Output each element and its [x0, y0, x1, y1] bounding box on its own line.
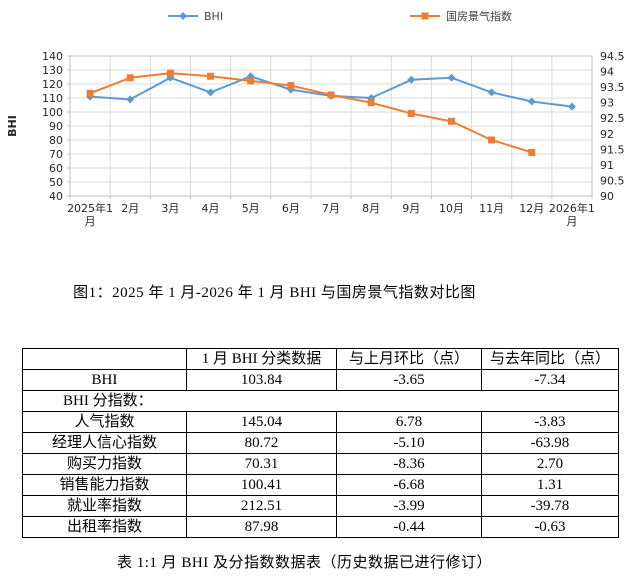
svg-text:40: 40 [49, 190, 63, 203]
cell-value: -63.98 [480, 432, 620, 454]
table-row-bhi: BHI 103.84 -3.65 -7.34 [22, 369, 620, 391]
cell-value: -3.65 [336, 369, 482, 391]
cell-value: 212.51 [185, 495, 338, 517]
cell-value: -39.78 [480, 495, 620, 517]
svg-text:93: 93 [600, 97, 614, 110]
svg-text:10月: 10月 [439, 202, 464, 215]
svg-text:91: 91 [600, 159, 614, 172]
row-label: BHI 分指数： [22, 390, 619, 412]
cell-value: 2.70 [480, 453, 620, 475]
header-yoy-change: 与去年同比（点） [480, 348, 620, 370]
cell-value: 1.31 [480, 474, 620, 496]
row-label: 出租率指数 [22, 516, 187, 538]
gridlines [69, 55, 593, 199]
svg-text:11月: 11月 [479, 202, 504, 215]
svg-text:9月: 9月 [402, 202, 420, 215]
svg-text:50: 50 [49, 176, 63, 189]
row-label: 购买力指数 [22, 453, 187, 475]
cell-value: 100.41 [185, 474, 338, 496]
svg-text:120: 120 [42, 78, 63, 91]
svg-text:60: 60 [49, 162, 63, 175]
header-mom-change: 与上月环比（点） [336, 348, 482, 370]
y-axis-title: BHI [6, 115, 19, 137]
table-row-subindex-heading: BHI 分指数： [22, 390, 619, 412]
svg-text:7月: 7月 [322, 202, 340, 215]
legend-item-国房景气指数: 国房景气指数 [410, 9, 512, 23]
cell-value: -7.34 [480, 369, 620, 391]
table-header-row: 1 月 BHI 分类数据 与上月环比（点） 与去年同比（点） [22, 348, 620, 370]
svg-text:70: 70 [49, 148, 63, 161]
row-label: 销售能力指数 [22, 474, 187, 496]
cell-value: -0.63 [480, 516, 620, 538]
cell-value: -3.99 [336, 495, 482, 517]
cell-value: 80.72 [185, 432, 338, 454]
chart-legend: BHI 国房景气指数 [168, 9, 512, 23]
svg-text:4月: 4月 [202, 202, 220, 215]
header-january-data: 1 月 BHI 分类数据 [185, 348, 338, 370]
header-empty-cell [22, 348, 187, 370]
cell-value: 145.04 [185, 411, 338, 433]
cell-value: 6.78 [336, 411, 482, 433]
svg-text:8月: 8月 [362, 202, 380, 215]
svg-text:94: 94 [600, 66, 614, 79]
row-label: 人气指数 [22, 411, 187, 433]
cell-value: 87.98 [185, 516, 338, 538]
svg-text:110: 110 [42, 92, 63, 105]
svg-text:130: 130 [42, 64, 63, 77]
svg-text:国房景气指数: 国房景气指数 [446, 9, 512, 23]
svg-text:93.5: 93.5 [600, 81, 625, 94]
chart-area: 140 130 120 110 100 90 80 70 60 50 40 94.5 94 93.5 93 9… [0, 0, 641, 235]
row-label: BHI [22, 369, 187, 391]
svg-text:100: 100 [42, 106, 63, 119]
svg-text:5月: 5月 [242, 202, 260, 215]
table-row-employment-rate: 就业率指数 212.51 -3.99 -39.78 [22, 495, 620, 517]
svg-text:3月: 3月 [161, 202, 179, 215]
cell-value: -3.83 [480, 411, 620, 433]
svg-text:90: 90 [49, 120, 63, 133]
svg-text:92: 92 [600, 128, 614, 141]
svg-text:12月: 12月 [519, 202, 544, 215]
series-国房景气指数 [86, 69, 536, 156]
svg-text:2月: 2月 [121, 202, 139, 215]
table-row-purchasing-power: 购买力指数 70.31 -8.36 2.70 [22, 453, 620, 475]
table-row-sales-capacity: 销售能力指数 100.41 -6.68 1.31 [22, 474, 620, 496]
cell-value: -6.68 [336, 474, 482, 496]
svg-text:94.5: 94.5 [600, 50, 625, 63]
cell-value: -8.36 [336, 453, 482, 475]
row-label: 经理人信心指数 [22, 432, 187, 454]
table-row-rental-rate: 出租率指数 87.98 -0.44 -0.63 [22, 516, 620, 538]
cell-value: 103.84 [185, 369, 338, 391]
legend-item-BHI: BHI [168, 10, 223, 23]
bhi-data-table: 1 月 BHI 分类数据 与上月环比（点） 与去年同比（点） BHI 103.8… [22, 348, 620, 538]
cell-value: -0.44 [336, 516, 482, 538]
svg-text:90: 90 [600, 190, 614, 203]
svg-text:90.5: 90.5 [600, 174, 625, 187]
svg-text:6月: 6月 [282, 202, 300, 215]
svg-text:91.5: 91.5 [600, 143, 625, 156]
svg-text:BHI: BHI [204, 10, 223, 23]
bhi-vs-prosperity-index-line-chart: 14013012011010090807060504094.59493.5939… [6, 9, 625, 228]
svg-text:80: 80 [49, 134, 63, 147]
svg-text:92.5: 92.5 [600, 112, 625, 125]
figure-caption: 图1：2025 年 1 月-2026 年 1 月 BHI 与国房景气指数对比图 [73, 285, 476, 301]
row-label: 就业率指数 [22, 495, 187, 517]
table-row-popularity: 人气指数 145.04 6.78 -3.83 [22, 411, 620, 433]
cell-value: -5.10 [336, 432, 482, 454]
axis-labels: 14013012011010090807060504094.59493.5939… [42, 50, 625, 228]
svg-text:140: 140 [42, 50, 63, 63]
table-row-manager-confidence: 经理人信心指数 80.72 -5.10 -63.98 [22, 432, 620, 454]
cell-value: 70.31 [185, 453, 338, 475]
table-caption: 表 1:1 月 BHI 及分指数数据表（历史数据已进行修订） [116, 555, 492, 571]
